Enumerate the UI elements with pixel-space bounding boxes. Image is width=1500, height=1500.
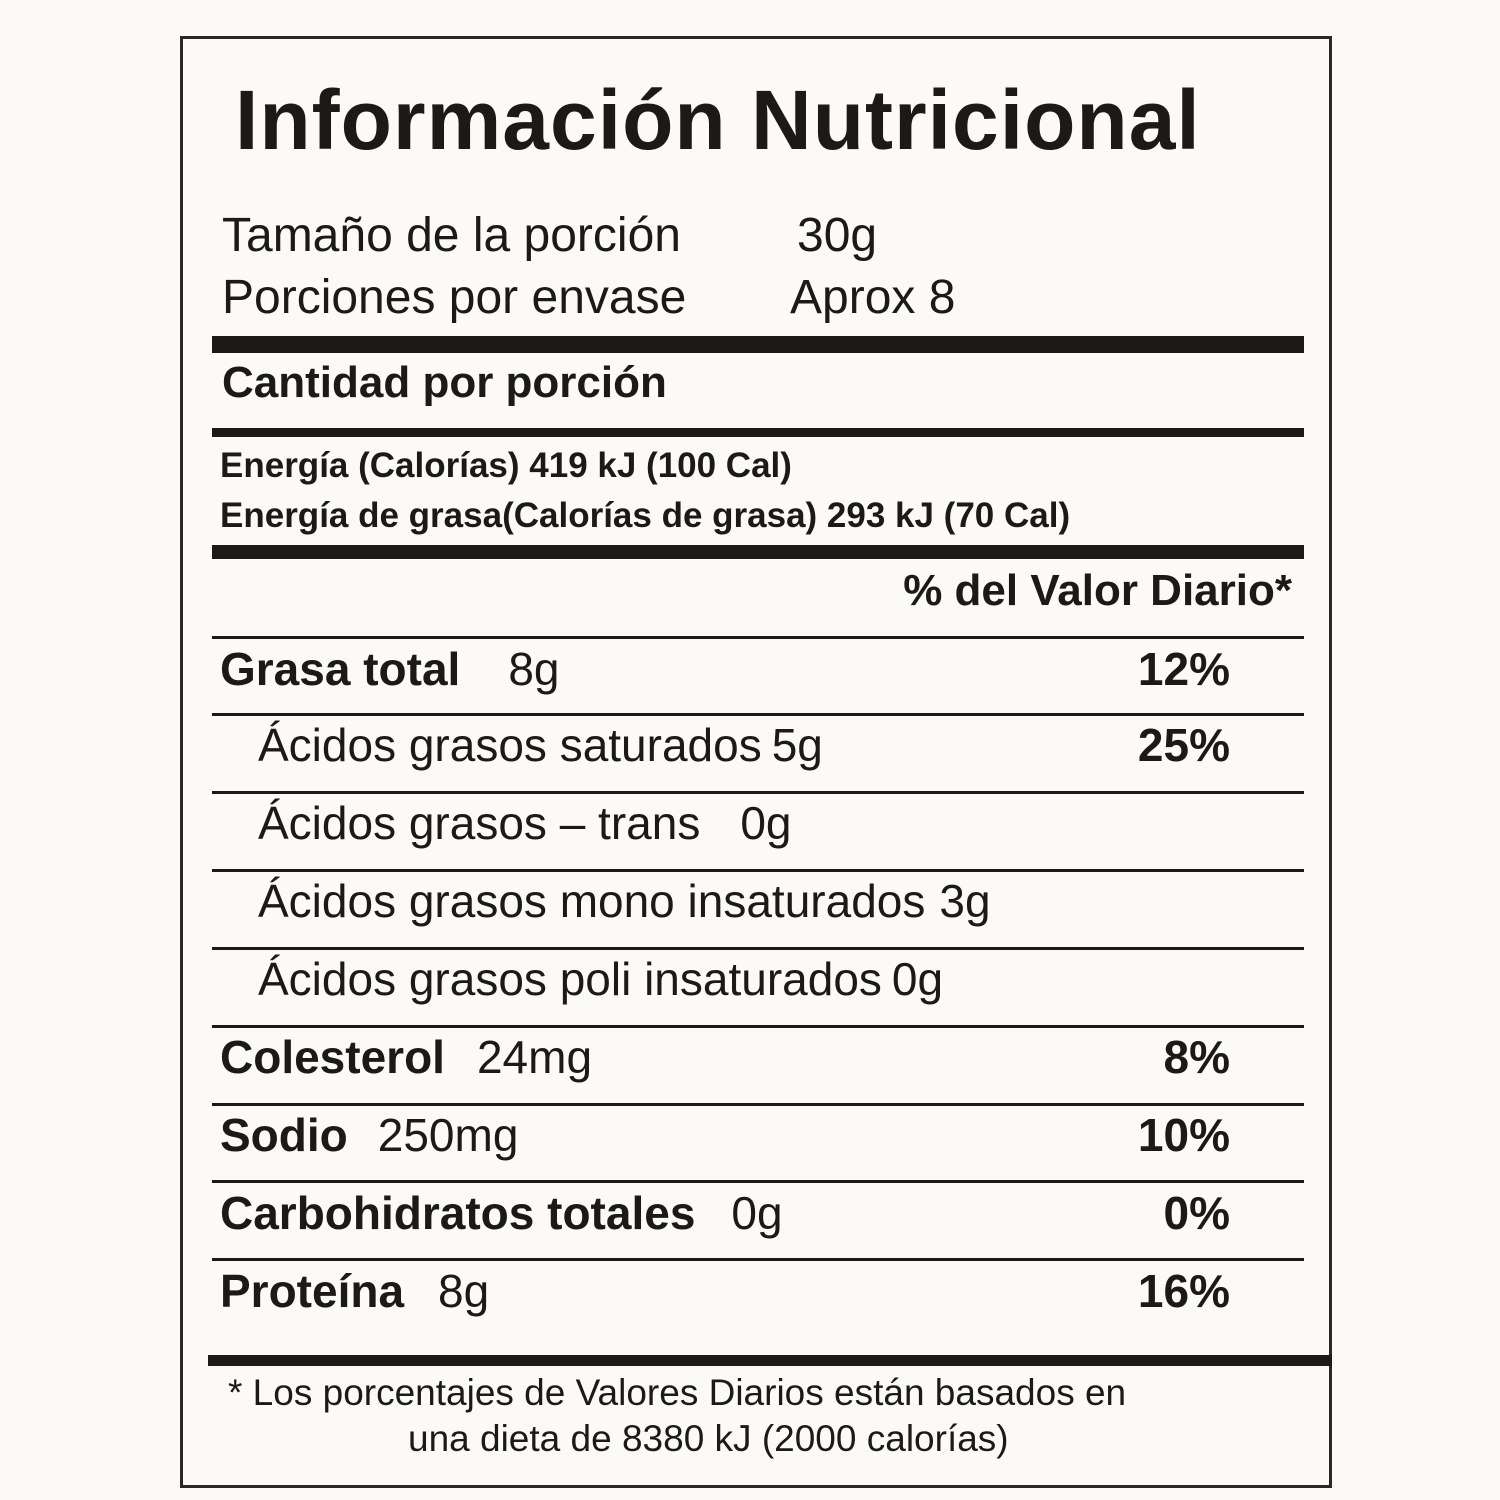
nutrient-amount: 24mg <box>476 1031 593 1083</box>
nutrient-row: Colesterol 24mg <box>220 1030 592 1084</box>
thick-divider <box>212 336 1304 353</box>
row-divider <box>212 791 1304 794</box>
thick-divider <box>208 1355 1332 1366</box>
amount-per-serving-header: Cantidad por porción <box>222 358 667 407</box>
nutrient-row: Carbohidratos totales 0g <box>220 1186 783 1240</box>
nutrient-amount: 0g <box>731 1187 783 1239</box>
nutrient-label: Proteína <box>220 1265 405 1317</box>
serving-size-label: Tamaño de la porción <box>222 209 681 262</box>
thick-divider <box>212 545 1304 559</box>
nutrient-label: Sodio <box>220 1109 348 1161</box>
daily-value-percent: 8% <box>1163 1031 1230 1083</box>
nutrient-row: Ácidos grasos saturados 5g <box>258 718 823 772</box>
nutrient-label: Carbohidratos totales <box>220 1187 696 1239</box>
nutrient-label: Ácidos grasos – trans <box>258 797 701 849</box>
row-divider <box>212 947 1304 950</box>
serving-size-value: 30g <box>797 209 878 262</box>
nutrient-amount: 3g <box>939 875 991 927</box>
servings-per-container-label: Porciones por envase <box>222 271 687 324</box>
row-divider <box>212 869 1304 872</box>
daily-value-percent: 25% <box>1137 719 1230 771</box>
daily-value-percent: 0% <box>1163 1187 1230 1239</box>
fat-energy-line: Energía de grasa(Calorías de grasa) 293 … <box>220 496 1071 535</box>
nutrient-row: Ácidos grasos – trans 0g <box>258 796 792 850</box>
daily-value-header: % del Valor Diario* <box>903 566 1292 615</box>
row-divider <box>212 636 1304 639</box>
nutrient-row: Proteína 8g <box>220 1264 489 1318</box>
nutrient-label: Grasa total <box>220 643 461 695</box>
nutrient-amount: 5g <box>771 719 823 771</box>
energy-line: Energía (Calorías) 419 kJ (100 Cal) <box>220 446 792 485</box>
daily-value-percent: 10% <box>1137 1109 1230 1161</box>
nutrient-label: Ácidos grasos saturados <box>258 719 762 771</box>
nutrient-amount: 0g <box>740 797 792 849</box>
nutrient-amount: 8g <box>508 643 560 695</box>
nutrient-row: Ácidos grasos mono insaturados 3g <box>258 874 991 928</box>
divider <box>212 428 1304 437</box>
nutrient-row: Ácidos grasos poli insaturados 0g <box>258 952 943 1006</box>
daily-value-percent: 16% <box>1137 1265 1230 1317</box>
footnote-line-1: * Los porcentajes de Valores Diarios est… <box>228 1372 1127 1413</box>
nutrient-amount: 0g <box>891 953 944 1005</box>
nutrient-label: Ácidos grasos poli insaturados <box>258 953 882 1005</box>
nutrient-amount: 8g <box>438 1265 490 1317</box>
nutrient-label: Ácidos grasos mono insaturados <box>258 875 926 927</box>
nutrient-label: Colesterol <box>220 1031 445 1083</box>
nutrient-amount: 250mg <box>377 1109 519 1161</box>
nutrient-row: Grasa total 8g <box>220 642 559 696</box>
row-divider <box>212 713 1304 716</box>
row-divider <box>212 1180 1304 1183</box>
servings-per-container-value: Aprox 8 <box>790 271 956 324</box>
label-title: Información Nutricional <box>235 73 1201 167</box>
nutrient-row: Sodio 250mg <box>220 1108 518 1162</box>
row-divider <box>212 1103 1304 1106</box>
row-divider <box>212 1258 1304 1261</box>
nutrition-label-border <box>180 36 1332 1488</box>
footnote-line-2: una dieta de 8380 kJ (2000 calorías) <box>408 1418 1009 1459</box>
daily-value-percent: 12% <box>1137 643 1230 695</box>
row-divider <box>212 1025 1304 1028</box>
